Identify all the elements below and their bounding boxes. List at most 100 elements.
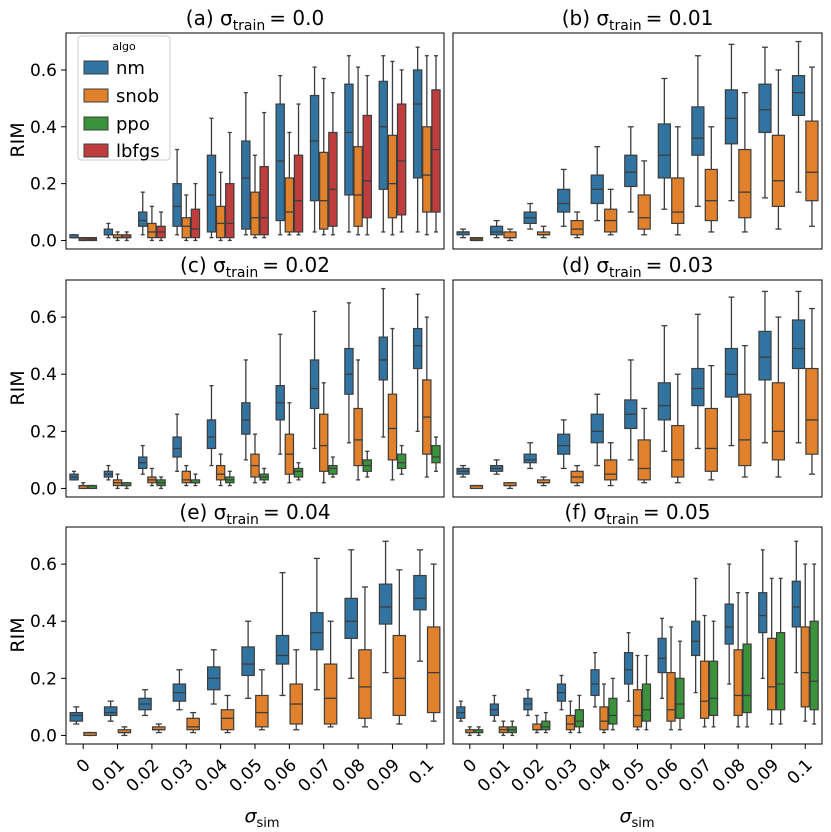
x-tick-label: 0.05 (608, 755, 649, 796)
box-iqr (387, 393, 398, 461)
box-iqr (431, 445, 441, 464)
box-iqr (225, 183, 235, 239)
box-snob (147, 467, 157, 487)
x-tick-label: 0.03 (541, 755, 582, 796)
box-lbfgs (121, 231, 132, 242)
box-nm (344, 302, 354, 444)
box-nm (691, 577, 701, 694)
box-iqr (574, 709, 584, 728)
panel-title-value: = 0.03 (646, 253, 714, 277)
box-nm (103, 222, 114, 239)
legend-swatch-nm (83, 60, 109, 75)
box-iqr (557, 433, 571, 455)
box-iqr (309, 94, 320, 202)
box-nm (657, 325, 671, 452)
box-snob (469, 484, 484, 490)
box-iqr (675, 677, 685, 719)
panel-title: (f) σtrain = 0.05 (565, 500, 711, 528)
box-snob (181, 464, 191, 487)
box-iqr (791, 319, 806, 370)
legend-swatch-ppo (83, 116, 109, 131)
box-snob (147, 205, 157, 242)
box-iqr (704, 168, 718, 222)
box-snob (323, 620, 338, 728)
box-iqr (523, 453, 537, 464)
box-iqr (570, 219, 584, 236)
y-tick-label: 0.0 (30, 726, 57, 746)
box-snob (699, 614, 710, 728)
box-nm (378, 540, 393, 674)
box-iqr (220, 709, 235, 731)
box-iqr (632, 689, 643, 728)
x-tick-label: 0.01 (474, 755, 515, 796)
box-ppo (608, 677, 618, 731)
box-nm (309, 66, 320, 233)
x-tick-label: 0.09 (742, 755, 783, 796)
box-iqr (758, 592, 768, 634)
box-ppo (259, 467, 269, 484)
box-lbfgs (293, 103, 304, 236)
box-iqr (691, 106, 705, 156)
box-iqr (604, 459, 618, 481)
legend: algo nm snob ppo lbfgs (77, 35, 171, 162)
box-snob (805, 307, 819, 475)
box-iqr (138, 211, 148, 227)
panel-title-value: = 0.02 (262, 253, 330, 277)
box-iqr (353, 146, 363, 227)
box-iqr (503, 231, 517, 239)
box-iqr (275, 634, 290, 665)
box-snob (469, 236, 484, 242)
box-snob (353, 66, 363, 236)
y-tick-label: 0.6 (30, 61, 57, 81)
box-iqr (758, 83, 772, 134)
box-snob (671, 373, 685, 484)
y-tick-label: 0.4 (30, 365, 57, 385)
box-snob (733, 592, 743, 728)
box-nm (310, 557, 324, 691)
box-nm (657, 617, 667, 699)
box-iqr (412, 327, 423, 370)
x-tick-label: 0.04 (191, 755, 232, 796)
box-snob (704, 126, 718, 233)
box-iqr (608, 697, 618, 725)
x-tick-label: 0.06 (260, 755, 301, 796)
xlabel-left: σsim (244, 805, 279, 831)
box-snob (358, 586, 372, 728)
legend-label-lbfgs: lbfgs (116, 141, 160, 162)
box-iqr (699, 660, 710, 719)
box-iqr (758, 330, 772, 381)
box-snob (503, 482, 517, 490)
box-nm (590, 146, 604, 222)
box-ppo (225, 470, 235, 487)
box-snob (284, 402, 295, 484)
box-nm (344, 549, 359, 679)
box-nm (791, 290, 806, 444)
box-iqr (255, 694, 269, 728)
y-tick-label: 0.6 (30, 555, 57, 575)
box-snob (250, 154, 260, 239)
box-lbfgs (190, 182, 201, 242)
x-tick-label: 0.05 (226, 755, 267, 796)
box-nm (412, 46, 423, 233)
box-nm (456, 464, 470, 478)
x-tick-label: 0.08 (709, 755, 750, 796)
box-ppo (156, 476, 166, 490)
panel-title: (b) σtrain = 0.01 (562, 6, 714, 34)
box-iqr (319, 151, 329, 230)
ylabel-row-3: RIM (7, 617, 29, 652)
box-iqr (557, 188, 571, 213)
legend-title: algo (112, 40, 136, 53)
box-iqr (657, 123, 671, 179)
box-snob (666, 626, 676, 731)
box-iqr (426, 626, 441, 714)
panel-1: (b) σtrain = 0.01 (452, 6, 823, 250)
box-snob (599, 683, 609, 734)
box-iqr (776, 632, 786, 711)
legend-label-ppo: ppo (116, 114, 150, 135)
box-lbfgs (225, 131, 235, 242)
box-nm (623, 631, 634, 702)
box-nm (456, 700, 466, 722)
box-lbfgs (431, 55, 441, 233)
box-iqr (328, 464, 338, 475)
box-iqr (378, 80, 389, 190)
